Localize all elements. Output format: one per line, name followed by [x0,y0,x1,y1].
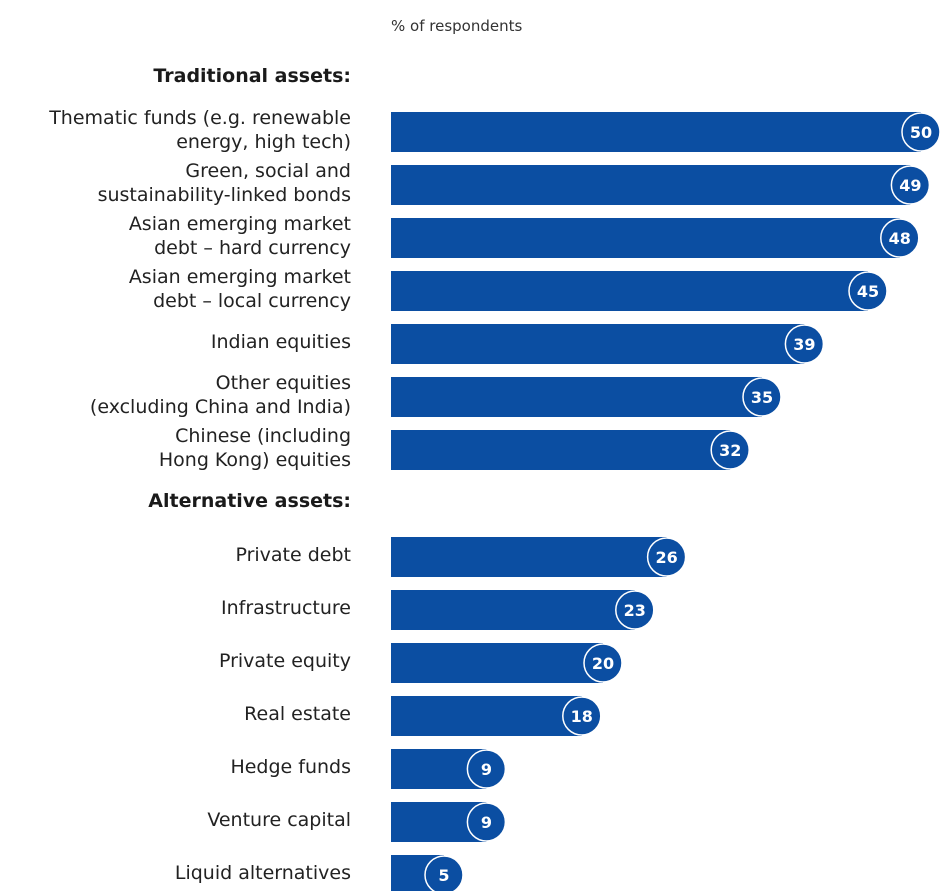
bar [391,377,762,417]
value-badge [880,218,920,258]
category-label: Thematic funds (e.g. renewable energy, h… [49,107,351,153]
value-label: 32 [719,441,741,460]
value-label: 23 [624,601,646,620]
unit-label: % of respondents [391,17,523,35]
value-badge [615,590,655,630]
value-badge [742,377,782,417]
category-label: Green, social and sustainability-linked … [97,160,351,206]
category-label: Infrastructure [220,597,351,619]
bar [391,165,911,205]
value-badge [466,749,507,789]
value-label: 48 [889,229,911,248]
category-label: Asian emerging market debt – hard curren… [128,213,351,259]
category-label: Hedge funds [230,756,351,778]
value-label: 39 [793,335,815,354]
value-label: 9 [481,760,492,779]
value-label: 18 [571,707,593,726]
value-badge [424,855,464,891]
bar [391,324,805,364]
value-badge [583,643,623,683]
value-badge [646,537,687,577]
category-label: Other equities (excluding China and Indi… [89,372,351,418]
value-label: 20 [592,654,614,673]
category-label: Asian emerging market debt – local curre… [128,266,351,312]
value-label: 26 [655,548,677,567]
value-label: 9 [481,813,492,832]
value-label: 49 [899,176,921,195]
category-label: Venture capital [207,809,351,831]
value-label: 5 [438,866,449,885]
bar [391,643,603,683]
category-label: Chinese (including Hong Kong) equities [158,425,351,471]
bar [391,537,667,577]
group-title: Traditional assets: [153,65,351,87]
bar [391,112,921,152]
category-label: Private debt [235,544,351,566]
value-badge [710,430,750,470]
category-label: Real estate [244,703,351,725]
group-title: Alternative assets: [148,490,351,512]
value-badge [562,696,602,736]
value-label: 35 [751,388,773,407]
bar [391,430,731,470]
bar [391,218,900,258]
value-badge [784,324,825,364]
value-badge [901,112,941,152]
category-label: Indian equities [210,331,351,353]
value-badge [848,271,888,311]
bar [391,590,635,630]
category-label: Liquid alternatives [174,862,351,884]
category-label: Private equity [218,650,351,672]
bar [391,696,582,736]
value-badge [466,802,507,842]
value-label: 45 [857,282,879,301]
value-label: 50 [910,123,932,142]
value-badge [890,165,931,205]
bar [391,271,868,311]
